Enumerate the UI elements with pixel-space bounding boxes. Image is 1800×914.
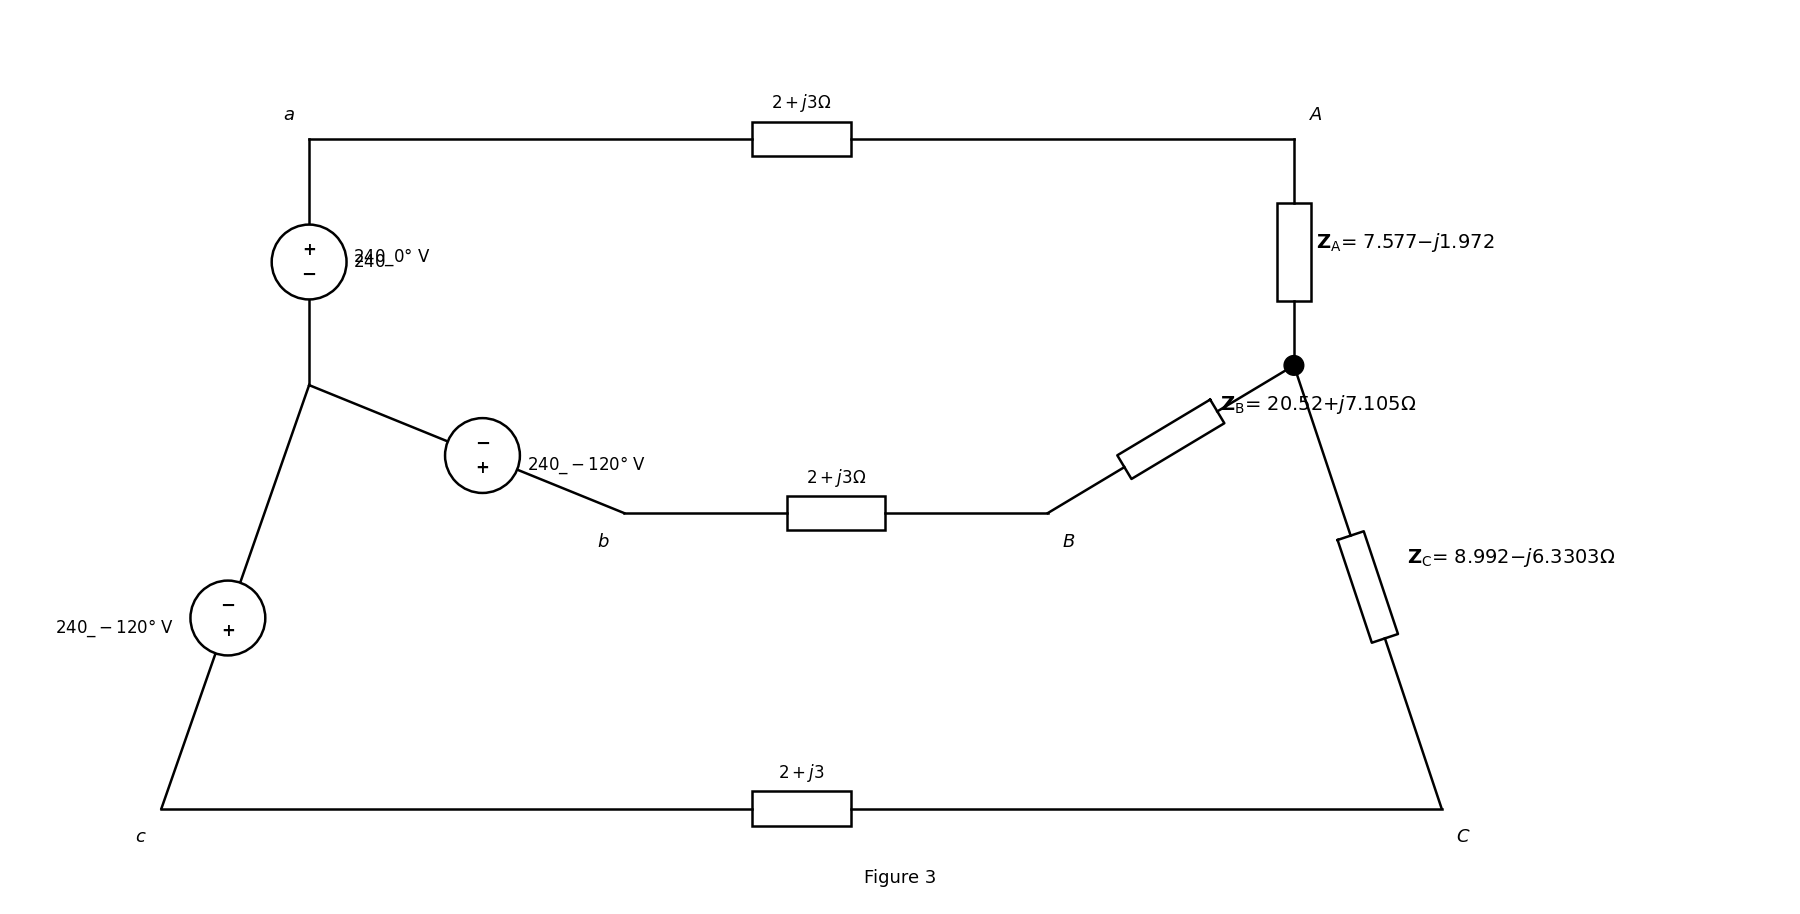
Circle shape xyxy=(191,580,265,655)
Text: $\mathbf{Z}_\mathrm{C}$= 8.992$-j$6.3303$\Omega$: $\mathbf{Z}_\mathrm{C}$= 8.992$-j$6.3303… xyxy=(1408,546,1616,569)
Text: −: − xyxy=(475,435,490,452)
Text: −: − xyxy=(302,266,317,284)
Text: $\mathbf{Z}_\mathrm{B}$= 20.52+$j$7.105$\Omega$: $\mathbf{Z}_\mathrm{B}$= 20.52+$j$7.105$… xyxy=(1220,393,1417,416)
Text: $2+j3\Omega$: $2+j3\Omega$ xyxy=(772,92,832,114)
Text: Figure 3: Figure 3 xyxy=(864,868,936,887)
Text: $240$: $240$ xyxy=(353,253,385,271)
Text: +: + xyxy=(221,622,234,640)
Text: $2+j3\Omega$: $2+j3\Omega$ xyxy=(806,466,866,488)
Text: $240\_0°$ V: $240\_0°$ V xyxy=(353,246,430,268)
Text: $2+j3$: $2+j3$ xyxy=(778,762,824,784)
Bar xyxy=(752,122,851,156)
Circle shape xyxy=(272,225,347,300)
Circle shape xyxy=(1283,356,1303,376)
Bar xyxy=(787,496,886,530)
Text: −: − xyxy=(220,597,236,615)
Bar xyxy=(752,792,851,826)
Text: $b$: $b$ xyxy=(598,533,610,551)
Text: $C$: $C$ xyxy=(1456,828,1471,846)
Text: $B$: $B$ xyxy=(1062,533,1076,551)
Text: $\mathbf{Z}_\mathrm{A}$= 7.577$-j$1.972: $\mathbf{Z}_\mathrm{A}$= 7.577$-j$1.972 xyxy=(1316,231,1494,254)
Text: $240\_-120°$ V: $240\_-120°$ V xyxy=(54,617,175,639)
Text: $A$: $A$ xyxy=(1309,106,1323,124)
Text: $240\_-120°$ V: $240\_-120°$ V xyxy=(527,454,646,476)
Text: $a$: $a$ xyxy=(283,106,295,124)
Text: $c$: $c$ xyxy=(135,828,146,846)
Text: +: + xyxy=(302,241,317,260)
Text: +: + xyxy=(475,460,490,477)
Bar xyxy=(1276,203,1310,302)
Circle shape xyxy=(445,418,520,493)
